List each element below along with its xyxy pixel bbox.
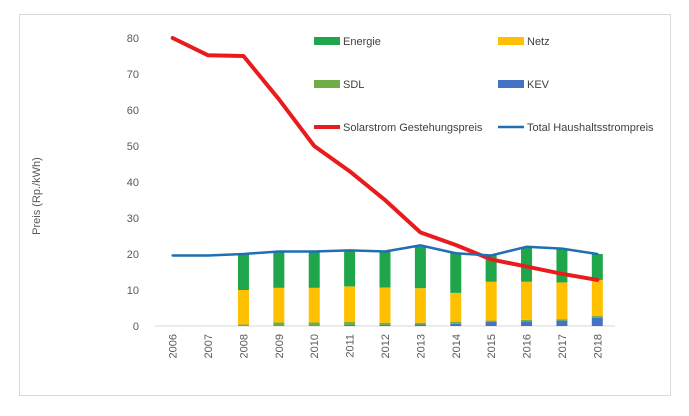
bar-segment-sdl	[273, 322, 285, 326]
legend-label: Solarstrom Gestehungspreis	[343, 122, 483, 134]
bar-segment-kev	[450, 323, 462, 326]
bar-segment-netz	[485, 281, 497, 321]
y-tick-label: 80	[127, 33, 139, 45]
y-tick-label: 0	[133, 321, 139, 333]
bar-segment-kev	[556, 320, 568, 326]
y-axis-title: Preis (Rp./kWh)	[31, 157, 43, 235]
bar-segment-sdl	[556, 319, 568, 321]
bar-segment-energie	[591, 254, 603, 280]
bar-segment-kev	[308, 325, 320, 326]
y-tick-label: 10	[127, 285, 139, 297]
legend-label: KEV	[527, 79, 550, 91]
x-tick-label: 2016	[522, 334, 534, 358]
x-tick-label: 2014	[451, 334, 463, 358]
x-tick-label: 2018	[592, 334, 604, 358]
bar-segment-kev	[273, 325, 285, 326]
bar-segment-kev	[414, 324, 426, 326]
bar-segment-sdl	[414, 322, 426, 325]
line-series-solarstrom	[170, 36, 600, 282]
bar-segment-sdl	[379, 322, 391, 325]
x-tick-label: 2007	[203, 334, 215, 358]
bar-segment-sdl	[591, 315, 603, 318]
bar-segment-netz	[450, 292, 462, 322]
bar-segment-sdl	[237, 324, 249, 326]
bar-segment-energie	[521, 246, 533, 282]
x-tick-label: 2009	[274, 334, 286, 358]
bar-segment-kev	[591, 317, 603, 326]
bar-segment-energie	[308, 251, 320, 288]
bar-segment-netz	[273, 287, 285, 323]
legend: Energie Netz SDL KEV Solarstrom Gestehungspr…	[314, 36, 654, 134]
bar-segment-energie	[379, 251, 391, 288]
bar-segment-sdl	[344, 322, 356, 325]
y-tick-label: 50	[127, 141, 139, 153]
legend-swatch	[314, 37, 340, 45]
bar-segment-energie	[450, 253, 462, 293]
bar-segment-netz	[344, 286, 356, 323]
y-tick-label: 30	[127, 213, 139, 225]
bar-segment-sdl	[521, 319, 533, 322]
y-tick-label: 60	[127, 105, 139, 117]
x-tick-label: 2017	[557, 334, 569, 358]
bar-segment-energie	[344, 250, 356, 287]
bar-segment-energie	[414, 246, 426, 289]
bar-segment-kev	[344, 324, 356, 326]
bar-segment-energie	[556, 248, 568, 283]
legend-swatch	[498, 80, 524, 88]
plot-area: 0 10 20 30 40 50 60 70 80 2006 2007 2008 2009 2010 201…	[127, 33, 615, 358]
bar-segment-energie	[237, 254, 249, 290]
line-series-haushalt	[171, 244, 599, 257]
x-tick-label: 2011	[345, 334, 357, 358]
bar-segment-sdl	[308, 322, 320, 326]
y-tick-label: 70	[127, 69, 139, 81]
legend-label: Energie	[343, 36, 381, 48]
bar-segment-sdl	[450, 321, 462, 324]
bar-segment-netz	[379, 287, 391, 323]
legend-label: Netz	[527, 36, 550, 48]
y-tick-label: 40	[127, 177, 139, 189]
legend-label: SDL	[343, 79, 364, 91]
bar-segment-sdl	[485, 320, 497, 323]
bar-segment-kev	[485, 322, 497, 326]
x-tick-label: 2015	[486, 334, 498, 358]
bar-segment-netz	[237, 290, 249, 325]
legend-swatch	[498, 37, 524, 45]
bar-segment-kev	[379, 324, 391, 326]
bar-segment-netz	[556, 282, 568, 320]
bar-segment-energie	[485, 255, 497, 282]
x-tick-label: 2010	[309, 334, 321, 358]
bar-segment-netz	[414, 288, 426, 323]
chart-frame	[19, 14, 671, 396]
x-tick-label: 2013	[415, 334, 427, 358]
y-tick-label: 20	[127, 249, 139, 261]
x-tick-label: 2012	[380, 334, 392, 358]
bar-segment-energie	[273, 251, 285, 288]
bar-segment-netz	[521, 281, 533, 320]
legend-swatch	[314, 80, 340, 88]
legend-label: Total Haushaltsstrompreis	[527, 122, 654, 134]
bar-segment-kev	[521, 321, 533, 326]
bar-segment-netz	[591, 279, 603, 316]
x-tick-label: 2008	[238, 334, 250, 358]
bar-segment-netz	[308, 287, 320, 323]
x-tick-label: 2006	[168, 334, 180, 358]
